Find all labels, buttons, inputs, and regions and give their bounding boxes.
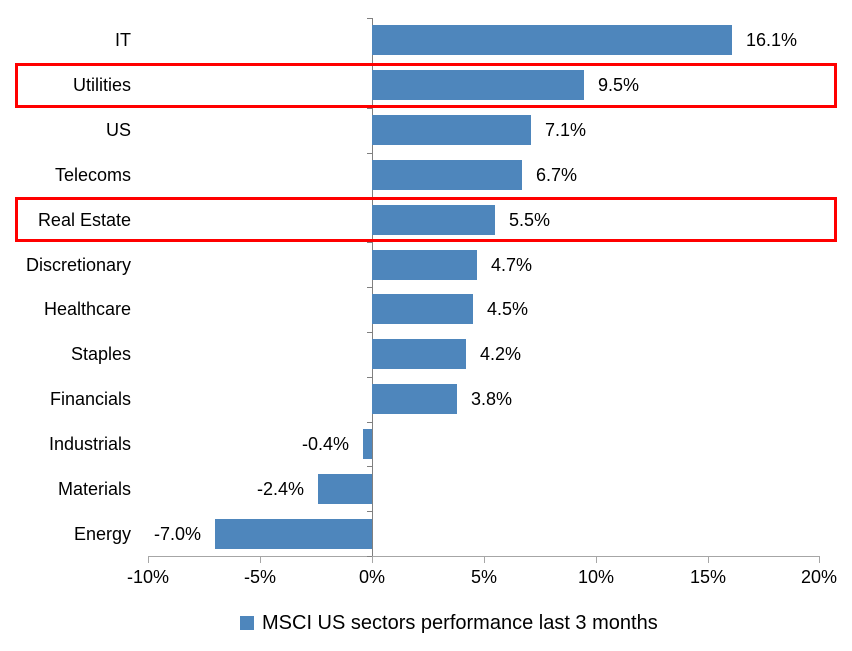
legend-label: MSCI US sectors performance last 3 month… xyxy=(262,612,658,634)
category-axis-tick xyxy=(367,153,372,154)
category-axis-tick xyxy=(367,332,372,333)
category-label: Energy xyxy=(73,524,131,544)
value-label: 4.7% xyxy=(491,255,533,275)
category-label: IT xyxy=(115,30,131,50)
value-axis-tick xyxy=(596,556,597,563)
bar xyxy=(371,205,495,235)
category-axis-tick xyxy=(367,108,372,109)
highlight-box xyxy=(15,63,837,108)
x-tick-label: 20% xyxy=(800,567,838,587)
bar xyxy=(371,25,733,55)
category-label: Industrials xyxy=(48,434,131,454)
category-label: Discretionary xyxy=(25,255,131,275)
bar xyxy=(371,294,473,324)
highlight-box xyxy=(15,197,837,242)
category-axis-tick xyxy=(367,18,372,19)
value-label: 4.5% xyxy=(487,299,529,319)
category-axis-tick xyxy=(367,422,372,423)
category-label: Real Estate xyxy=(37,210,131,230)
x-tick-label: 15% xyxy=(689,567,727,587)
category-label: Staples xyxy=(70,344,131,364)
value-label: 6.7% xyxy=(536,165,578,185)
bar xyxy=(215,519,372,549)
x-tick-label: -10% xyxy=(126,567,170,587)
category-label: Materials xyxy=(57,479,131,499)
category-axis-tick xyxy=(367,511,372,512)
bar xyxy=(371,339,466,369)
value-label: 4.2% xyxy=(480,344,522,364)
bar xyxy=(371,115,531,145)
category-axis-tick xyxy=(367,242,372,243)
x-tick-label: 10% xyxy=(577,567,615,587)
x-tick-label: 0% xyxy=(358,567,385,587)
legend: MSCI US sectors performance last 3 month… xyxy=(240,611,658,635)
bar xyxy=(371,384,457,414)
legend-swatch-square-icon xyxy=(240,616,254,630)
bar xyxy=(371,70,585,100)
value-label: 5.5% xyxy=(509,210,551,230)
category-axis-tick xyxy=(367,466,372,467)
category-axis-line xyxy=(372,18,373,563)
bar xyxy=(362,429,372,459)
bar xyxy=(318,474,372,504)
category-axis-tick xyxy=(367,287,372,288)
category-axis-tick xyxy=(367,377,372,378)
category-label: Utilities xyxy=(72,75,131,95)
value-axis-tick xyxy=(372,556,373,563)
value-label: 3.8% xyxy=(471,389,513,409)
category-label: US xyxy=(105,120,131,140)
value-axis-tick xyxy=(260,556,261,563)
value-label: 9.5% xyxy=(598,75,640,95)
value-axis-tick xyxy=(708,556,709,563)
category-label: Financials xyxy=(49,389,131,409)
value-label: -2.4% xyxy=(256,479,304,499)
value-label: -0.4% xyxy=(301,434,349,454)
category-label: Telecoms xyxy=(54,165,131,185)
x-tick-label: 5% xyxy=(470,567,497,587)
category-axis-tick xyxy=(367,556,372,557)
value-axis-tick xyxy=(148,556,149,563)
value-label: 16.1% xyxy=(746,30,798,50)
value-axis-tick xyxy=(819,556,820,563)
value-label: -7.0% xyxy=(153,524,201,544)
x-tick-label: -5% xyxy=(243,567,276,587)
category-label: Healthcare xyxy=(43,299,131,319)
bar xyxy=(371,160,522,190)
value-label: 7.1% xyxy=(545,120,587,140)
bar xyxy=(371,250,477,280)
value-axis-tick xyxy=(484,556,485,563)
